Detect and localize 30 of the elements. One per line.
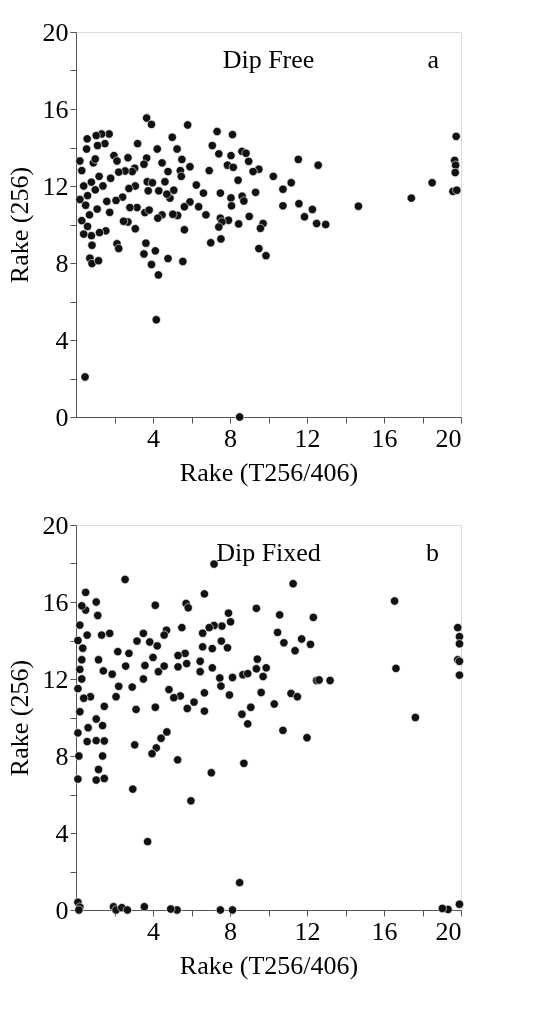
y-tick-label: 16 — [42, 94, 69, 124]
x-tick-label: 4 — [147, 916, 160, 946]
x-tick-label: 4 — [147, 423, 160, 453]
y-tick-label: 20 — [42, 510, 69, 540]
y-tick-label: 12 — [42, 171, 69, 201]
x-tick-label: 12 — [294, 423, 321, 453]
y-tick-label: 4 — [55, 818, 69, 848]
y-tick-label: 8 — [55, 248, 69, 278]
x-axis-title: Rake (T256/406) — [179, 457, 359, 487]
annotation: Dip Free — [222, 45, 315, 74]
y-tick-label: 16 — [42, 587, 69, 617]
y-axis-title: Rake (256) — [4, 659, 34, 777]
x-tick-label: 16 — [371, 423, 398, 453]
y-tick-label: 20 — [42, 17, 69, 47]
x-tick-label: 12 — [294, 916, 321, 946]
y-tick-label: 12 — [42, 664, 69, 694]
x-tick-label: 20 — [435, 423, 462, 453]
x-axis-title: Rake (T256/406) — [179, 950, 359, 980]
annotation: Dip Fixed — [216, 538, 321, 567]
y-tick-label: 0 — [55, 402, 69, 432]
annotation: b — [426, 538, 439, 567]
y-tick-label: 4 — [55, 325, 69, 355]
annotation: a — [427, 45, 440, 74]
x-tick-label: 20 — [435, 916, 462, 946]
y-axis-title: Rake (256) — [4, 166, 34, 284]
y-tick-label: 8 — [55, 741, 69, 771]
x-tick-label: 8 — [224, 423, 237, 453]
y-tick-label: 0 — [55, 895, 69, 925]
x-tick-label: 16 — [371, 916, 398, 946]
x-tick-label: 8 — [224, 916, 237, 946]
